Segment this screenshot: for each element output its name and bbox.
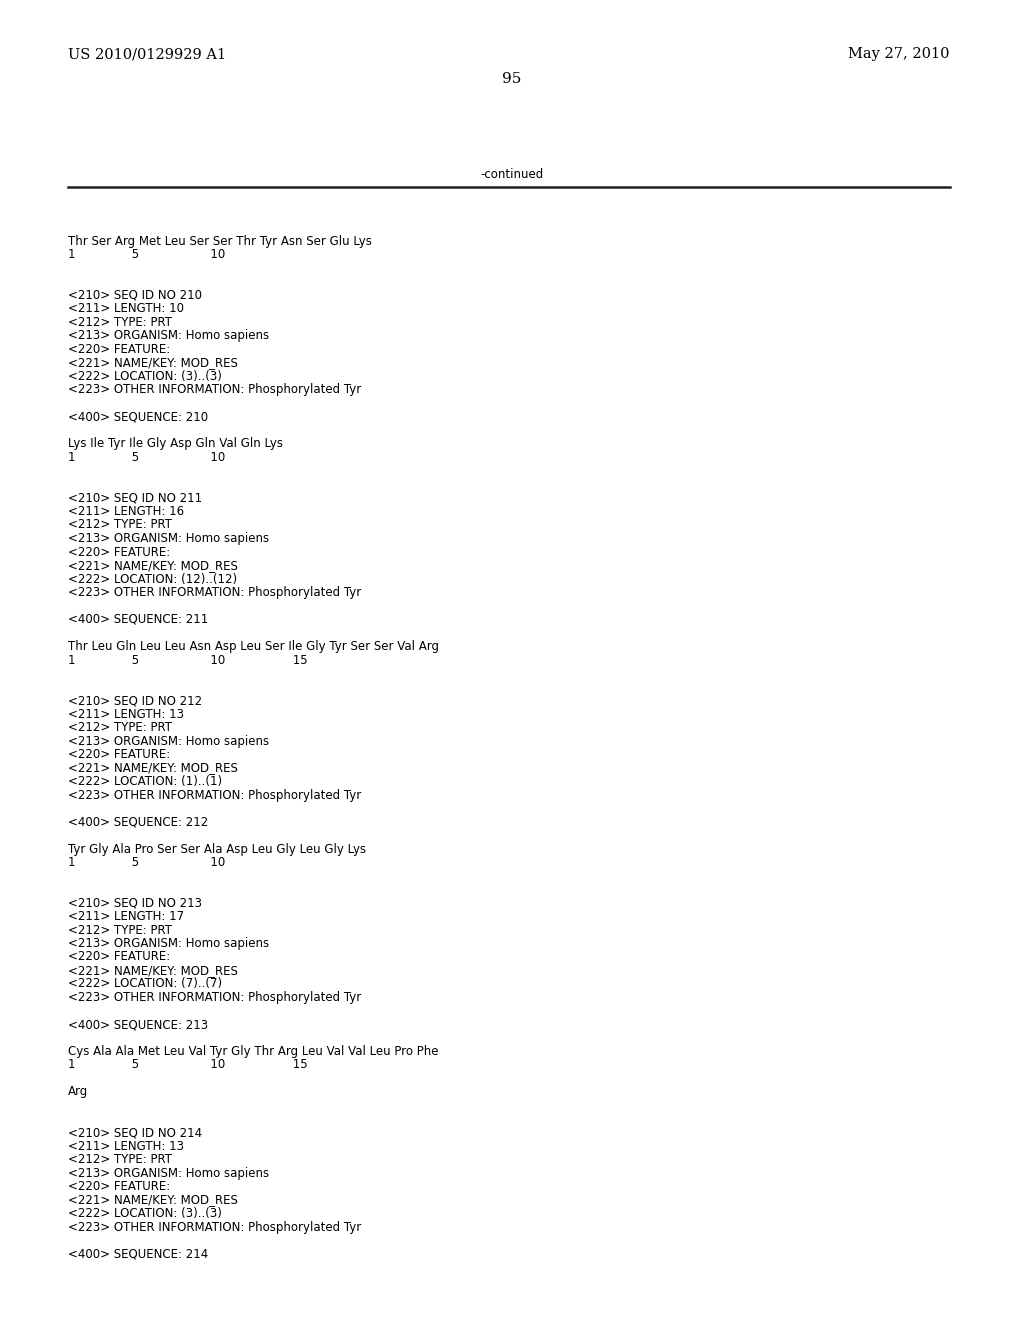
Text: Tyr Gly Ala Pro Ser Ser Ala Asp Leu Gly Leu Gly Lys: Tyr Gly Ala Pro Ser Ser Ala Asp Leu Gly …	[68, 842, 367, 855]
Text: Thr Ser Arg Met Leu Ser Ser Thr Tyr Asn Ser Glu Lys: Thr Ser Arg Met Leu Ser Ser Thr Tyr Asn …	[68, 235, 372, 248]
Text: <212> TYPE: PRT: <212> TYPE: PRT	[68, 924, 172, 936]
Text: <400> SEQUENCE: 211: <400> SEQUENCE: 211	[68, 612, 208, 626]
Text: <212> TYPE: PRT: <212> TYPE: PRT	[68, 1152, 172, 1166]
Text: <223> OTHER INFORMATION: Phosphorylated Tyr: <223> OTHER INFORMATION: Phosphorylated …	[68, 384, 361, 396]
Text: <400> SEQUENCE: 212: <400> SEQUENCE: 212	[68, 816, 208, 829]
Text: <210> SEQ ID NO 213: <210> SEQ ID NO 213	[68, 896, 202, 909]
Text: 1               5                   10                  15: 1 5 10 15	[68, 653, 307, 667]
Text: <210> SEQ ID NO 210: <210> SEQ ID NO 210	[68, 289, 202, 302]
Text: Arg: Arg	[68, 1085, 88, 1098]
Text: <213> ORGANISM: Homo sapiens: <213> ORGANISM: Homo sapiens	[68, 1167, 269, 1180]
Text: <222> LOCATION: (12)..(12): <222> LOCATION: (12)..(12)	[68, 573, 238, 586]
Text: <222> LOCATION: (3)..(3): <222> LOCATION: (3)..(3)	[68, 1206, 222, 1220]
Text: 1               5                   10: 1 5 10	[68, 248, 225, 261]
Text: US 2010/0129929 A1: US 2010/0129929 A1	[68, 48, 226, 61]
Text: <223> OTHER INFORMATION: Phosphorylated Tyr: <223> OTHER INFORMATION: Phosphorylated …	[68, 991, 361, 1005]
Text: <212> TYPE: PRT: <212> TYPE: PRT	[68, 315, 172, 329]
Text: <210> SEQ ID NO 211: <210> SEQ ID NO 211	[68, 491, 202, 504]
Text: <400> SEQUENCE: 214: <400> SEQUENCE: 214	[68, 1247, 208, 1261]
Text: <222> LOCATION: (7)..(7): <222> LOCATION: (7)..(7)	[68, 978, 222, 990]
Text: <221> NAME/KEY: MOD_RES: <221> NAME/KEY: MOD_RES	[68, 964, 238, 977]
Text: 1               5                   10: 1 5 10	[68, 855, 225, 869]
Text: <220> FEATURE:: <220> FEATURE:	[68, 343, 170, 356]
Text: 1               5                   10                  15: 1 5 10 15	[68, 1059, 307, 1072]
Text: <210> SEQ ID NO 212: <210> SEQ ID NO 212	[68, 694, 202, 708]
Text: -continued: -continued	[480, 168, 544, 181]
Text: Cys Ala Ala Met Leu Val Tyr Gly Thr Arg Leu Val Val Leu Pro Phe: Cys Ala Ala Met Leu Val Tyr Gly Thr Arg …	[68, 1045, 438, 1059]
Text: <212> TYPE: PRT: <212> TYPE: PRT	[68, 519, 172, 532]
Text: <211> LENGTH: 10: <211> LENGTH: 10	[68, 302, 184, 315]
Text: <212> TYPE: PRT: <212> TYPE: PRT	[68, 721, 172, 734]
Text: 95: 95	[503, 73, 521, 86]
Text: <213> ORGANISM: Homo sapiens: <213> ORGANISM: Homo sapiens	[68, 734, 269, 747]
Text: 1               5                   10: 1 5 10	[68, 451, 225, 465]
Text: <220> FEATURE:: <220> FEATURE:	[68, 748, 170, 762]
Text: Lys Ile Tyr Ile Gly Asp Gln Val Gln Lys: Lys Ile Tyr Ile Gly Asp Gln Val Gln Lys	[68, 437, 283, 450]
Text: <211> LENGTH: 17: <211> LENGTH: 17	[68, 909, 184, 923]
Text: May 27, 2010: May 27, 2010	[849, 48, 950, 61]
Text: <211> LENGTH: 13: <211> LENGTH: 13	[68, 708, 184, 721]
Text: <223> OTHER INFORMATION: Phosphorylated Tyr: <223> OTHER INFORMATION: Phosphorylated …	[68, 1221, 361, 1233]
Text: <210> SEQ ID NO 214: <210> SEQ ID NO 214	[68, 1126, 202, 1139]
Text: <223> OTHER INFORMATION: Phosphorylated Tyr: <223> OTHER INFORMATION: Phosphorylated …	[68, 788, 361, 801]
Text: <220> FEATURE:: <220> FEATURE:	[68, 950, 170, 964]
Text: <221> NAME/KEY: MOD_RES: <221> NAME/KEY: MOD_RES	[68, 1193, 238, 1206]
Text: <220> FEATURE:: <220> FEATURE:	[68, 1180, 170, 1193]
Text: <211> LENGTH: 16: <211> LENGTH: 16	[68, 506, 184, 517]
Text: <213> ORGANISM: Homo sapiens: <213> ORGANISM: Homo sapiens	[68, 330, 269, 342]
Text: <221> NAME/KEY: MOD_RES: <221> NAME/KEY: MOD_RES	[68, 356, 238, 370]
Text: <400> SEQUENCE: 213: <400> SEQUENCE: 213	[68, 1018, 208, 1031]
Text: <221> NAME/KEY: MOD_RES: <221> NAME/KEY: MOD_RES	[68, 762, 238, 775]
Text: <400> SEQUENCE: 210: <400> SEQUENCE: 210	[68, 411, 208, 424]
Text: <220> FEATURE:: <220> FEATURE:	[68, 545, 170, 558]
Text: <221> NAME/KEY: MOD_RES: <221> NAME/KEY: MOD_RES	[68, 558, 238, 572]
Text: <223> OTHER INFORMATION: Phosphorylated Tyr: <223> OTHER INFORMATION: Phosphorylated …	[68, 586, 361, 599]
Text: <222> LOCATION: (1)..(1): <222> LOCATION: (1)..(1)	[68, 775, 222, 788]
Text: Thr Leu Gln Leu Leu Asn Asp Leu Ser Ile Gly Tyr Ser Ser Val Arg: Thr Leu Gln Leu Leu Asn Asp Leu Ser Ile …	[68, 640, 439, 653]
Text: <222> LOCATION: (3)..(3): <222> LOCATION: (3)..(3)	[68, 370, 222, 383]
Text: <213> ORGANISM: Homo sapiens: <213> ORGANISM: Homo sapiens	[68, 532, 269, 545]
Text: <211> LENGTH: 13: <211> LENGTH: 13	[68, 1139, 184, 1152]
Text: <213> ORGANISM: Homo sapiens: <213> ORGANISM: Homo sapiens	[68, 937, 269, 950]
